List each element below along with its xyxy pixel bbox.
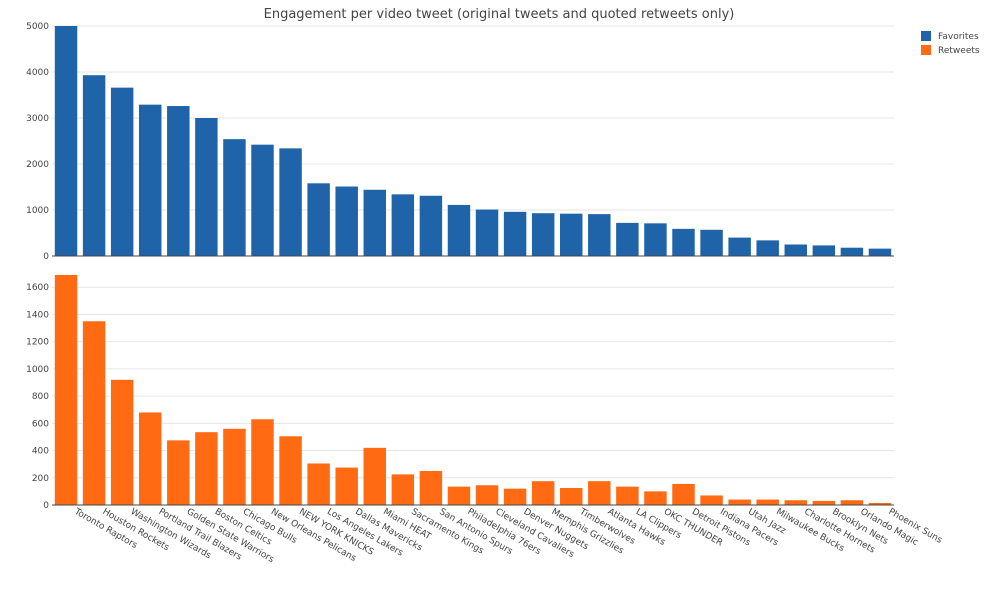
retweets-bar[interactable] xyxy=(644,491,667,505)
favorites-bar[interactable] xyxy=(588,214,611,256)
retweets-y-tick-label: 0 xyxy=(43,501,49,511)
favorites-bar[interactable] xyxy=(335,186,358,256)
legend-item-retweets[interactable]: Retweets xyxy=(921,45,980,56)
retweets-bar[interactable] xyxy=(139,412,162,505)
retweets-bar[interactable] xyxy=(391,474,415,505)
legend-swatch xyxy=(921,45,931,55)
retweets-bar[interactable] xyxy=(672,483,695,505)
favorites-y-tick-label: 1000 xyxy=(26,206,49,216)
legend-label: Favorites xyxy=(938,32,979,42)
favorites-bar[interactable] xyxy=(139,104,162,256)
retweets-bar[interactable] xyxy=(251,419,274,505)
favorites-bar[interactable] xyxy=(447,204,471,256)
favorites-bar[interactable] xyxy=(110,87,134,256)
favorites-bar[interactable] xyxy=(54,26,78,256)
favorites-bar[interactable] xyxy=(223,139,246,256)
favorites-bar[interactable] xyxy=(363,189,386,256)
retweets-bar[interactable] xyxy=(700,495,723,505)
favorites-bar[interactable] xyxy=(756,240,779,256)
retweets-bar[interactable] xyxy=(167,440,190,505)
favorites-bar[interactable] xyxy=(167,106,190,256)
retweets-bar[interactable] xyxy=(756,499,779,505)
favorites-bar[interactable] xyxy=(868,248,892,256)
retweets-y-tick-label: 200 xyxy=(32,474,49,484)
favorites-bar[interactable] xyxy=(251,144,274,256)
retweets-y-tick-label: 1200 xyxy=(26,338,49,348)
retweets-bar[interactable] xyxy=(335,467,358,505)
retweets-bar[interactable] xyxy=(54,275,78,505)
retweets-bar[interactable] xyxy=(588,481,611,505)
favorites-bar[interactable] xyxy=(531,213,555,256)
retweets-bar[interactable] xyxy=(784,500,807,505)
favorites-bar[interactable] xyxy=(840,247,864,256)
retweets-y-tick-label: 600 xyxy=(32,419,49,429)
favorites-bar[interactable] xyxy=(644,223,667,256)
retweets-bar[interactable] xyxy=(223,428,246,505)
chart-title: Engagement per video tweet (original twe… xyxy=(264,7,735,22)
retweets-bar[interactable] xyxy=(447,486,471,505)
retweets-y-tick-label: 1000 xyxy=(26,365,49,375)
favorites-bar[interactable] xyxy=(812,245,836,256)
favorites-bar[interactable] xyxy=(82,75,106,256)
favorites-bar[interactable] xyxy=(307,183,330,256)
retweets-bar[interactable] xyxy=(82,321,106,505)
retweets-bar[interactable] xyxy=(812,500,836,505)
retweets-y-tick-label: 1400 xyxy=(26,310,49,320)
retweets-bar[interactable] xyxy=(195,432,218,505)
favorites-bar[interactable] xyxy=(279,148,302,256)
retweets-bar[interactable] xyxy=(110,379,134,505)
retweets-panel: 0 200 400 600 800 1000 1200 1400 1600 xyxy=(26,275,894,511)
legend-item-favorites[interactable]: Favorites xyxy=(921,31,979,42)
favorites-bar[interactable] xyxy=(195,118,218,256)
retweets-bar[interactable] xyxy=(728,499,751,505)
retweets-bar[interactable] xyxy=(531,481,555,505)
favorites-y-tick-label: 0 xyxy=(43,252,49,262)
retweets-y-tick-label: 800 xyxy=(32,392,49,402)
retweets-y-tick-label: 400 xyxy=(32,447,49,457)
favorites-bar[interactable] xyxy=(616,222,639,256)
retweets-bar[interactable] xyxy=(307,463,330,505)
retweets-y-tick-label: 1600 xyxy=(26,283,49,293)
favorites-bar[interactable] xyxy=(475,209,499,256)
favorites-y-tick-label: 4000 xyxy=(26,68,49,78)
favorites-bar[interactable] xyxy=(391,194,415,256)
favorites-bar[interactable] xyxy=(728,237,751,256)
favorites-bar[interactable] xyxy=(784,244,807,257)
retweets-bar[interactable] xyxy=(840,500,864,505)
favorites-y-tick-label: 2000 xyxy=(26,160,49,170)
favorites-panel: 0 1000 2000 3000 4000 5000 xyxy=(26,22,894,262)
favorites-bar[interactable] xyxy=(419,195,443,256)
legend-swatch xyxy=(921,31,931,41)
favorites-bar[interactable] xyxy=(560,213,583,256)
legend-label: Retweets xyxy=(938,46,980,56)
retweets-bar[interactable] xyxy=(475,485,499,505)
retweets-bar[interactable] xyxy=(503,488,527,505)
favorites-bar[interactable] xyxy=(700,229,723,256)
favorites-y-tick-label: 5000 xyxy=(26,22,49,32)
retweets-bar[interactable] xyxy=(616,486,639,505)
retweets-bar[interactable] xyxy=(363,447,386,505)
retweets-bar[interactable] xyxy=(419,470,443,505)
retweets-bar[interactable] xyxy=(560,487,583,505)
favorites-bar[interactable] xyxy=(672,228,695,256)
retweets-bar[interactable] xyxy=(279,436,302,505)
favorites-bar[interactable] xyxy=(503,211,527,256)
legend[interactable]: Favorites Retweets xyxy=(921,31,980,56)
favorites-y-tick-label: 3000 xyxy=(26,114,49,124)
retweets-bar[interactable] xyxy=(868,502,892,505)
